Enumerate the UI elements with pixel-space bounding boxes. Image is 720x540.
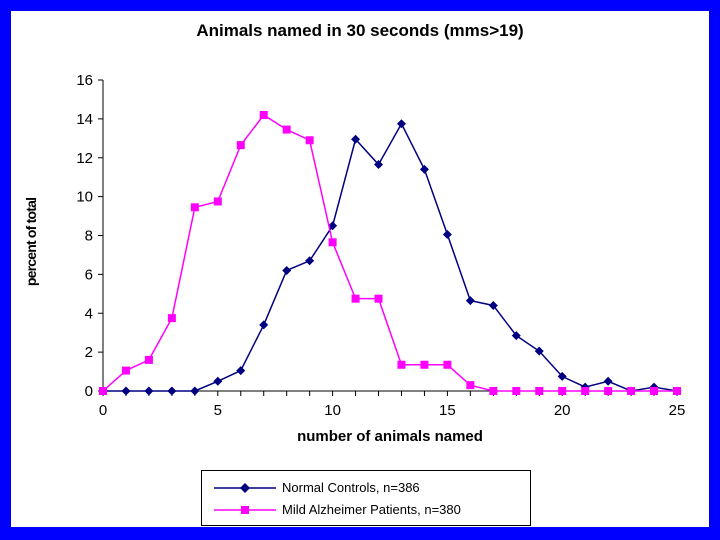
y-tick-label: 4: [85, 305, 93, 322]
data-point-alzheimer-patients: [604, 387, 613, 395]
x-axis-label: number of animals named: [297, 428, 483, 445]
data-point-normal-controls: [511, 331, 521, 341]
data-point-alzheimer-patients: [305, 136, 314, 145]
data-point-alzheimer-patients: [466, 381, 475, 390]
data-point-normal-controls: [396, 119, 406, 129]
data-point-normal-controls: [282, 265, 292, 275]
data-point-normal-controls: [465, 296, 475, 306]
data-point-alzheimer-patients: [512, 387, 521, 395]
x-tick-label: 20: [554, 402, 571, 419]
data-point-alzheimer-patients: [489, 387, 498, 395]
legend-label-alzheimer-patients: Mild Alzheimer Patients, n=380: [282, 502, 461, 517]
legend-marker-diamond: [214, 483, 276, 493]
data-point-alzheimer-patients: [443, 360, 452, 369]
data-point-normal-controls: [351, 134, 361, 144]
legend-item-alzheimer-patients: Mild Alzheimer Patients, n=380: [202, 500, 530, 520]
line-chart: 0 2 4 6 8 10 12 14 16 0 5 10 15 20 25: [76, 72, 686, 419]
y-tick-label: 2: [85, 344, 93, 361]
data-point-alzheimer-patients: [167, 314, 176, 323]
chart-legend: Normal Controls, n=386 Mild Alzheimer Pa…: [201, 470, 531, 526]
data-point-normal-controls: [305, 256, 315, 266]
data-point-normal-controls: [213, 376, 223, 386]
data-point-alzheimer-patients: [213, 197, 222, 206]
data-point-normal-controls: [190, 386, 200, 396]
data-point-alzheimer-patients: [236, 141, 245, 150]
legend-label-normal-controls: Normal Controls, n=386: [282, 480, 420, 495]
data-point-alzheimer-patients: [374, 294, 383, 303]
series-line-normal-controls: [103, 122, 678, 392]
legend-item-normal-controls: Normal Controls, n=386: [202, 478, 530, 498]
data-point-alzheimer-patients: [627, 387, 636, 395]
data-point-alzheimer-patients: [581, 387, 590, 395]
y-tick-label: 14: [76, 111, 93, 128]
x-tick-label: 25: [669, 402, 686, 419]
x-tick-label: 5: [214, 402, 222, 419]
y-tick-label: 6: [85, 266, 93, 283]
data-point-alzheimer-patients: [673, 387, 681, 395]
data-point-normal-controls: [144, 386, 154, 396]
y-tick-label: 0: [85, 383, 93, 400]
data-point-normal-controls: [374, 160, 384, 170]
chart-title: Animals named in 30 seconds (mms>19): [196, 21, 524, 40]
data-point-normal-controls: [259, 320, 269, 330]
data-point-alzheimer-patients: [190, 203, 199, 212]
legend-marker-square: [214, 506, 276, 514]
series-line-alzheimer-patients: [102, 113, 677, 392]
data-point-normal-controls: [442, 230, 452, 240]
data-point-alzheimer-patients: [99, 387, 107, 395]
data-point-normal-controls: [603, 376, 613, 386]
data-point-normal-controls: [534, 346, 544, 356]
slide-panel: Animals named in 30 seconds (mms>19) per…: [11, 11, 709, 527]
data-point-normal-controls: [488, 300, 498, 310]
data-point-alzheimer-patients: [558, 387, 567, 395]
data-point-alzheimer-patients: [121, 366, 130, 375]
data-point-normal-controls: [419, 164, 429, 174]
x-tick-label: 0: [99, 402, 107, 419]
y-tick-label: 16: [76, 72, 93, 89]
y-tick-label: 8: [85, 228, 93, 245]
data-point-normal-controls: [328, 221, 338, 231]
data-point-alzheimer-patients: [650, 387, 659, 395]
data-point-alzheimer-patients: [282, 125, 291, 134]
data-point-alzheimer-patients: [535, 387, 544, 395]
data-point-alzheimer-patients: [259, 110, 268, 119]
y-tick-label: 12: [76, 150, 93, 167]
data-point-normal-controls: [557, 371, 567, 381]
data-point-alzheimer-patients: [397, 360, 406, 369]
data-point-normal-controls: [121, 386, 131, 396]
data-point-alzheimer-patients: [144, 355, 153, 364]
data-point-normal-controls: [236, 366, 246, 376]
x-tick-label: 10: [324, 402, 341, 419]
x-tick-label: 15: [439, 402, 456, 419]
y-tick-label: 10: [76, 189, 93, 206]
data-point-normal-controls: [167, 386, 177, 396]
data-point-alzheimer-patients: [328, 238, 337, 247]
data-point-alzheimer-patients: [420, 360, 429, 369]
data-point-alzheimer-patients: [351, 294, 360, 303]
